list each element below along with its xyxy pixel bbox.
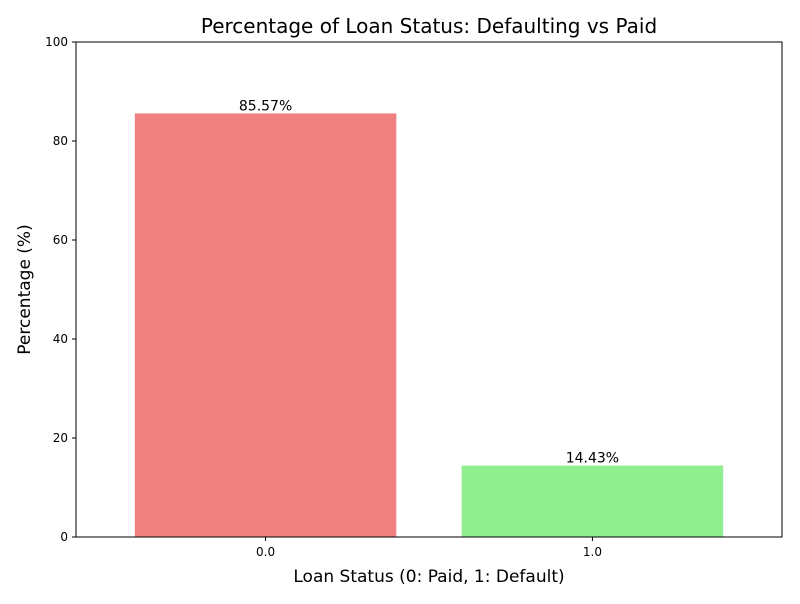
y-axis: 0 20 40 60 80 100 bbox=[45, 35, 76, 544]
plot-frame bbox=[75, 41, 783, 538]
chart-title: Percentage of Loan Status: Defaulting vs… bbox=[201, 14, 657, 38]
y-tick-label-4: 80 bbox=[53, 134, 68, 148]
y-tick-label-3: 60 bbox=[53, 233, 68, 247]
y-tick-label-1: 20 bbox=[53, 431, 68, 445]
data-labels-layer: 85.57% 14.43% bbox=[239, 98, 619, 466]
data-label-1: 14.43% bbox=[566, 451, 619, 467]
bar-1 bbox=[461, 465, 724, 537]
y-tick-label-5: 100 bbox=[45, 35, 68, 49]
y-tick-label-0: 0 bbox=[60, 530, 68, 544]
data-label-0: 85.57% bbox=[239, 98, 292, 114]
bar-0 bbox=[134, 113, 397, 537]
bars-layer bbox=[134, 113, 724, 537]
x-axis: 0.0 1.0 bbox=[256, 537, 602, 559]
x-tick-label-0: 0.0 bbox=[256, 545, 275, 559]
x-axis-label: Loan Status (0: Paid, 1: Default) bbox=[293, 567, 564, 587]
y-tick-label-2: 40 bbox=[53, 332, 68, 346]
y-axis-label: Percentage (%) bbox=[15, 224, 35, 354]
x-tick-label-1: 1.0 bbox=[583, 545, 602, 559]
